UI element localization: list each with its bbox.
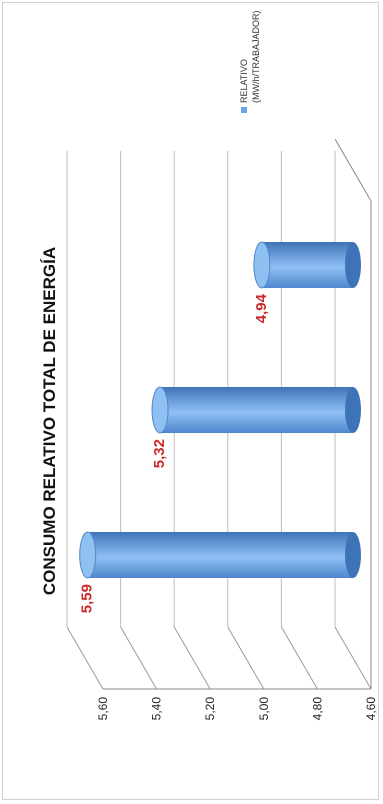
bar-body [160,387,353,433]
legend-swatch [241,107,247,113]
chart-rotated-group: CONSUMO RELATIVO TOTAL DE ENERGÍA 4,60 4,8… [40,10,378,721]
legend-label: (MW/h/TRABAJADOR) [251,10,261,103]
bar-top [151,386,169,434]
data-label: 5,59 [79,584,96,613]
bar-body [87,532,354,578]
data-label: 5,32 [151,439,168,468]
y-tick-label: 4,60 [364,697,378,721]
y-tick-label: 5,40 [150,697,164,721]
bar-base [345,242,361,288]
bar-base [345,387,361,433]
y-tick-label: 5,20 [203,697,217,721]
bar-cylinder [79,531,361,579]
bar-base [345,532,361,578]
y-tick-label: 5,00 [257,697,271,721]
floor-edge [334,138,372,202]
bar-body [261,242,354,288]
gridline-depth [173,626,211,690]
chart-frame: CONSUMO RELATIVO TOTAL DE ENERGÍA 4,60 4,8… [2,2,379,800]
gridline-depth [280,626,318,690]
gridline-depth [227,626,265,690]
bar-cylinder [151,386,361,434]
chart: CONSUMO RELATIVO TOTAL DE ENERGÍA 4,60 4,8… [40,10,378,721]
data-label: 4,94 [253,293,270,323]
gridline-depth [334,626,372,690]
bar-top [79,531,97,579]
gridline-depth [120,626,158,690]
bar-cylinder [253,241,361,289]
y-tick-label: 4,80 [310,697,324,721]
y-tick-label: 5,60 [96,697,110,721]
gridline-depth [66,626,104,690]
bar-top [253,241,271,289]
chart-title: CONSUMO RELATIVO TOTAL DE ENERGÍA [40,247,59,595]
legend-label: RELATIVO [239,59,249,103]
